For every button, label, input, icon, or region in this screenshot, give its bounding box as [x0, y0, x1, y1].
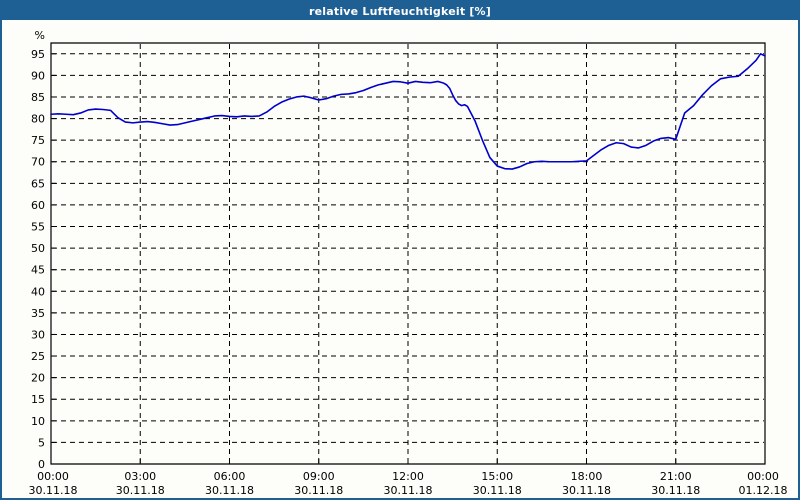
x-tick-time-label: 15:00 — [481, 470, 513, 483]
x-tick-date-label: 30.11.18 — [651, 484, 700, 497]
x-tick-date-label: 30.11.18 — [384, 484, 433, 497]
y-tick-label: 5 — [38, 436, 45, 449]
plot-area: 0 5 10 15 20 25 30 35 40 45 50 55 60 65 70 75 80 85 90 95 0… — [2, 20, 798, 498]
x-tick-date-label: 30.11.18 — [562, 484, 611, 497]
y-tick-label: 95 — [31, 48, 45, 61]
x-tick-time-label: 09:00 — [303, 470, 335, 483]
axis-frame — [50, 42, 766, 465]
x-tick-date-label: 30.11.18 — [294, 484, 343, 497]
x-tick-date-label: 30.11.18 — [473, 484, 522, 497]
x-tick-time-label: 12:00 — [392, 470, 424, 483]
y-tick-label: 60 — [31, 199, 45, 212]
y-tick-label: 30 — [31, 328, 45, 341]
y-tick-label: 65 — [31, 177, 45, 190]
x-tick-time-label: 21:00 — [660, 470, 692, 483]
x-tick-date-label: 01.12.18 — [739, 484, 788, 497]
x-tick-time-label: 03:00 — [124, 470, 156, 483]
y-tick-label: 15 — [31, 393, 45, 406]
y-tick-label: 75 — [31, 134, 45, 147]
x-tick-date-label: 30.11.18 — [205, 484, 254, 497]
y-tick-label: 35 — [31, 307, 45, 320]
y-tick-label: 80 — [31, 113, 45, 126]
x-axis-labels: 00:0030.11.1803:0030.11.1806:0030.11.180… — [29, 470, 788, 497]
y-tick-label: 20 — [31, 372, 45, 385]
y-tick-label: 85 — [31, 91, 45, 104]
y-axis-labels: 0 5 10 15 20 25 30 35 40 45 50 55 60 65 70 75 80 85 90 95 — [31, 48, 45, 471]
y-tick-label: 90 — [31, 69, 45, 82]
y-tick-label: 0 — [38, 458, 45, 471]
x-tick-date-label: 30.11.18 — [29, 484, 78, 497]
x-axis-ticks — [50, 459, 766, 464]
x-tick-date-label: 30.11.18 — [116, 484, 165, 497]
y-tick-label: 50 — [31, 242, 45, 255]
y-axis-unit-label: % — [35, 29, 45, 42]
horizontal-gridlines — [52, 53, 764, 443]
y-tick-label: 45 — [31, 264, 45, 277]
x-tick-time-label: 00:00 — [747, 470, 779, 483]
x-tick-time-label: 06:00 — [214, 470, 246, 483]
y-axis-ticks — [51, 53, 56, 465]
y-tick-label: 10 — [31, 415, 45, 428]
y-tick-label: 40 — [31, 285, 45, 298]
humidity-line-chart: 0 5 10 15 20 25 30 35 40 45 50 55 60 65 70 75 80 85 90 95 0… — [29, 29, 788, 497]
humidity-series-line — [50, 52, 766, 170]
x-tick-time-label: 18:00 — [571, 470, 603, 483]
vertical-gridlines — [139, 44, 677, 463]
y-tick-label: 70 — [31, 156, 45, 169]
page-title: relative Luftfeuchtigkeit [%] — [309, 4, 491, 18]
x-tick-time-label: 00:00 — [37, 470, 69, 483]
y-tick-label: 25 — [31, 350, 45, 363]
y-tick-label: 55 — [31, 221, 45, 234]
window-title-bar: relative Luftfeuchtigkeit [%] — [2, 2, 798, 20]
